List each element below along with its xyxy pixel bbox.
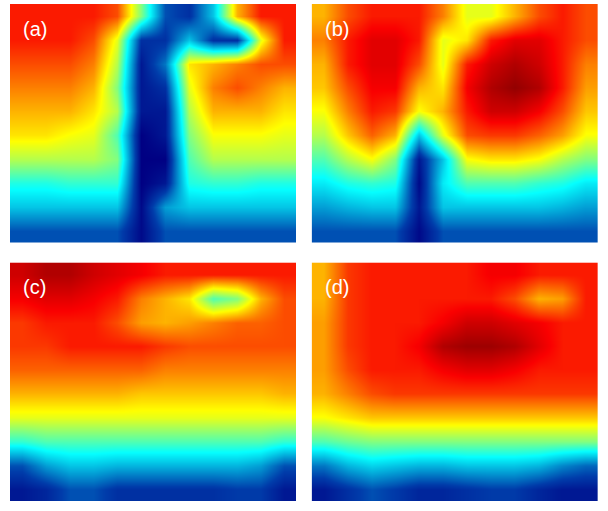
svg-text:(b): (b)	[325, 18, 349, 40]
svg-text:(c): (c)	[23, 276, 46, 298]
svg-text:(d): (d)	[325, 276, 349, 298]
svg-text:(a): (a)	[23, 18, 47, 40]
